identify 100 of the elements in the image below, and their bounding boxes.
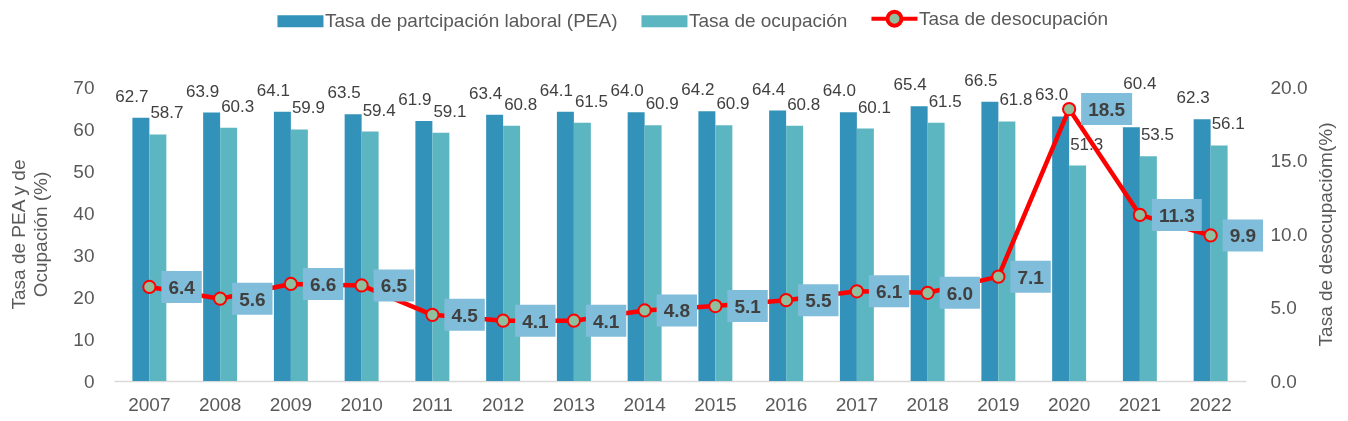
- data-label: 6.0: [946, 282, 974, 304]
- data-label: 59.9: [291, 98, 325, 118]
- y-tick-label: 70: [73, 76, 95, 98]
- x-tick-label: 2008: [198, 393, 242, 415]
- point: [1062, 101, 1077, 117]
- bar: [786, 125, 804, 381]
- data-label: 63.4: [469, 83, 503, 103]
- data-label: 63.5: [327, 83, 361, 103]
- data-label: 18.5: [1088, 99, 1126, 121]
- data-label: 60.9: [716, 94, 750, 114]
- bar: [981, 101, 999, 381]
- point: [566, 313, 581, 328]
- data-label: 63.9: [186, 81, 220, 101]
- bar: [432, 132, 450, 381]
- data-label: 66.5: [964, 70, 998, 90]
- bar: [203, 112, 221, 381]
- data-label: 53.5: [1140, 125, 1174, 145]
- bar: [149, 134, 167, 381]
- data-label: 7.1: [1017, 266, 1045, 288]
- bar: [769, 110, 787, 381]
- data-label: 5.1: [734, 296, 762, 318]
- data-label: 59.1: [433, 101, 467, 121]
- bar: [273, 111, 291, 381]
- bar: [361, 131, 379, 381]
- data-label: 4.8: [663, 300, 691, 322]
- data-label: 9.9: [1229, 225, 1257, 247]
- y-tick-label: 40: [73, 202, 95, 224]
- point: [708, 298, 723, 314]
- x-tick-label: 2016: [764, 393, 808, 415]
- point: [425, 307, 440, 322]
- bar: [573, 122, 591, 381]
- bar: [839, 112, 857, 381]
- data-label: 61.5: [928, 91, 962, 111]
- data-label: 64.4: [752, 79, 786, 99]
- x-tick-label: 2017: [835, 393, 879, 415]
- bar: [1210, 145, 1228, 381]
- legend-label: Tasa de ocupación: [688, 10, 848, 32]
- bar: [715, 125, 733, 381]
- bar: [627, 112, 645, 381]
- x-tick-label: 2009: [269, 393, 313, 415]
- x-tick-label: 2007: [128, 393, 171, 415]
- y-tick-label: 0: [83, 370, 95, 392]
- bar: [290, 129, 308, 381]
- y2-tick-label: 15.0: [1270, 150, 1308, 171]
- bar: [1069, 165, 1087, 381]
- bar: [1139, 156, 1157, 381]
- data-label: 4.1: [522, 310, 549, 332]
- data-label: 60.9: [645, 94, 679, 114]
- x-tick-label: 2019: [977, 393, 1020, 415]
- point: [283, 276, 298, 292]
- data-label: 4.5: [451, 304, 479, 326]
- bar: [503, 125, 521, 381]
- y2-tick-label: 0.0: [1270, 370, 1297, 392]
- y2-tick-label: 20.0: [1270, 76, 1308, 98]
- y-tick-label: 60: [73, 118, 95, 140]
- data-label: 64.0: [822, 81, 856, 101]
- x-tick-label: 2014: [623, 393, 667, 415]
- bar: [220, 127, 238, 381]
- data-label: 64.2: [681, 80, 715, 100]
- y-axis-title: Tasa de PEA y de Ocupación (%): [8, 159, 52, 310]
- x-tick-label: 2011: [411, 393, 453, 415]
- point: [779, 293, 794, 308]
- x-tick-label: 2018: [906, 393, 949, 415]
- bar: [132, 117, 150, 381]
- y-tick-label: 10: [73, 328, 95, 350]
- y2-tick-label: 5.0: [1270, 297, 1297, 318]
- x-tick-label: 2022: [1189, 393, 1232, 415]
- bar: [998, 121, 1016, 381]
- x-tick-label: 2020: [1047, 393, 1091, 415]
- bar: [910, 106, 928, 381]
- data-label: 11.3: [1158, 204, 1195, 226]
- data-label: 6.5: [380, 275, 408, 297]
- data-label: 64.1: [539, 80, 573, 100]
- data-label: 6.4: [168, 276, 196, 298]
- bar: [927, 122, 945, 381]
- point: [991, 269, 1006, 284]
- data-label: 56.1: [1211, 114, 1245, 134]
- point: [849, 284, 864, 299]
- bar: [415, 121, 433, 381]
- data-label: 64.1: [256, 80, 290, 100]
- data-label: 6.1: [875, 281, 903, 303]
- point: [354, 278, 369, 293]
- legend-label: Tasa de partcipación laboral (PEA): [324, 10, 618, 32]
- data-label: 61.9: [398, 90, 432, 110]
- bar: [644, 125, 662, 381]
- bar: [856, 128, 874, 381]
- point: [1132, 207, 1147, 222]
- bar: [1052, 116, 1070, 381]
- point: [213, 291, 228, 306]
- legend-label: Tasa de desocupación: [918, 7, 1109, 29]
- data-label: 6.6: [309, 273, 337, 295]
- data-label: 58.7: [150, 103, 184, 123]
- bar: [486, 114, 504, 381]
- data-label: 5.5: [805, 290, 832, 312]
- point: [920, 285, 935, 300]
- bar: [344, 114, 362, 381]
- data-label: 60.8: [504, 94, 538, 114]
- bar: [556, 111, 574, 381]
- x-tick-label: 2021: [1118, 393, 1162, 415]
- y2-tick-label: 10.0: [1270, 223, 1308, 245]
